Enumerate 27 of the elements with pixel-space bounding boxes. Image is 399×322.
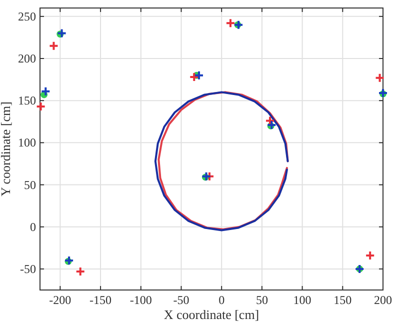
point [36,102,45,110]
y-tick-label: 250 [18,9,36,24]
x-axis-title: X coordinate [cm] [164,307,260,322]
y-tick-label: 200 [18,52,36,66]
y-tick-label: -50 [20,262,36,276]
point [76,267,84,276]
point [194,71,203,80]
x-tick-label: 200 [374,293,392,307]
y-tick-label: 150 [18,94,36,108]
point [376,74,384,82]
point [226,19,234,28]
x-tick-label: 100 [293,293,312,307]
y-tick-label: 50 [24,178,36,192]
y-axis-title: Y coordinate [cm] [0,102,13,196]
point [50,42,58,50]
x-tick-label: -50 [173,293,190,307]
point [42,87,50,96]
x-tick-label: 50 [256,293,268,307]
x-tick-label: -100 [130,293,152,307]
point [366,251,374,260]
point [190,73,198,82]
y-tick-label: 100 [18,136,36,150]
y-tick-label: 0 [30,220,36,234]
x-tick-label: 150 [334,293,352,307]
x-tick-label: 0 [218,293,225,307]
x-tick-label: -200 [49,293,72,307]
x-tick-label: -150 [90,293,112,307]
